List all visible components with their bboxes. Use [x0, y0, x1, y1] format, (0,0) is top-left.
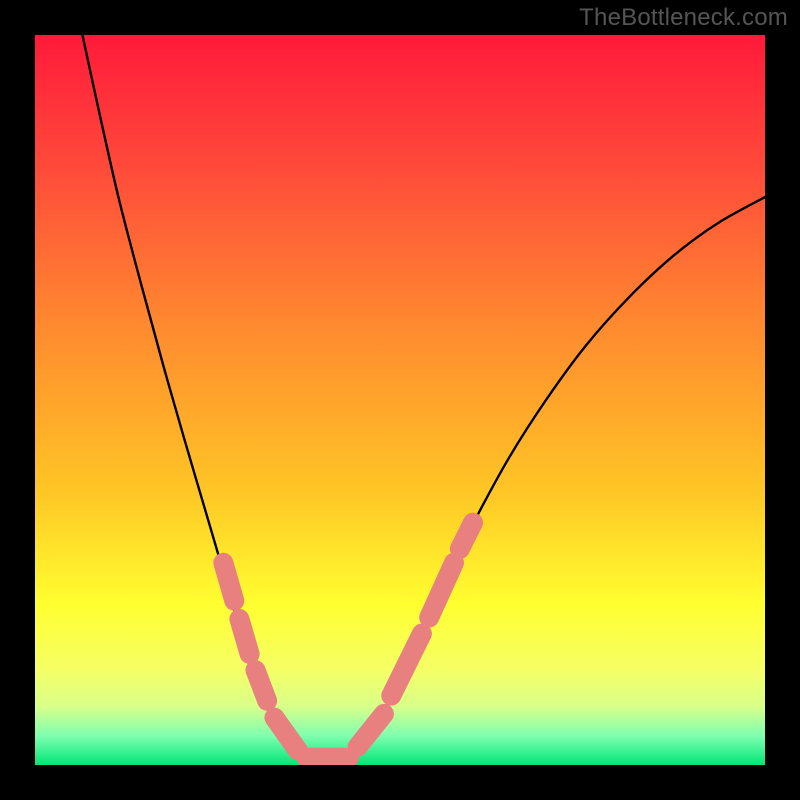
plot-area	[35, 35, 765, 765]
overlay-segment	[460, 523, 473, 549]
overlay-segment	[223, 563, 234, 601]
overlay-segment	[239, 619, 249, 654]
overlay-segment	[255, 670, 267, 701]
chart-svg	[35, 35, 765, 765]
curve-line	[82, 35, 765, 764]
canvas: TheBottleneck.com	[0, 0, 800, 800]
overlay-segments-group	[223, 523, 473, 758]
overlay-segment	[391, 634, 422, 696]
watermark-text: TheBottleneck.com	[579, 4, 788, 32]
overlay-segment	[429, 563, 454, 618]
overlay-segment	[274, 718, 297, 751]
overlay-segment	[358, 714, 384, 747]
